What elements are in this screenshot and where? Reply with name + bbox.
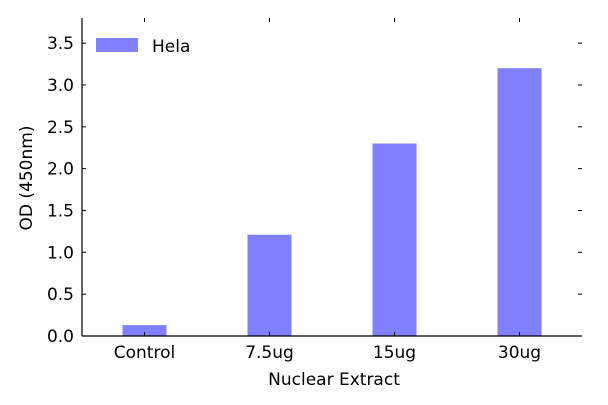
bar-30ug	[497, 68, 542, 337]
y-tick-label: 0.0	[47, 327, 74, 347]
legend: Hela	[96, 37, 190, 57]
bars-group	[122, 68, 542, 337]
y-tick-label: 2.0	[47, 160, 74, 180]
y-axis-title: OD (450nm)	[17, 126, 37, 231]
bar-control	[122, 325, 167, 336]
x-tick-label: 30ug	[498, 343, 541, 363]
y-tick-label: 2.5	[47, 118, 74, 138]
legend-swatch-hela	[96, 38, 138, 52]
axes-group	[81, 18, 582, 337]
bar-15ug	[372, 143, 417, 336]
y-tick-label: 1.5	[47, 201, 74, 221]
ticks-group: Control 7.5ug 15ug 30ug 0.0 0.5 1.0 1.5 2.0 2.5 3.…	[47, 18, 582, 363]
x-axis-title: Nuclear Extract	[268, 370, 400, 390]
y-tick-label: 0.5	[47, 285, 74, 305]
y-tick-label: 3.0	[47, 76, 74, 96]
x-tick-label: 15ug	[373, 343, 416, 363]
legend-label-hela: Hela	[152, 37, 190, 57]
x-tick-label: Control	[114, 343, 175, 363]
bar-7-5ug	[247, 234, 292, 336]
x-tick-label: 7.5ug	[245, 343, 294, 363]
y-tick-label: 1.0	[47, 243, 74, 263]
y-tick-label: 3.5	[47, 34, 74, 54]
